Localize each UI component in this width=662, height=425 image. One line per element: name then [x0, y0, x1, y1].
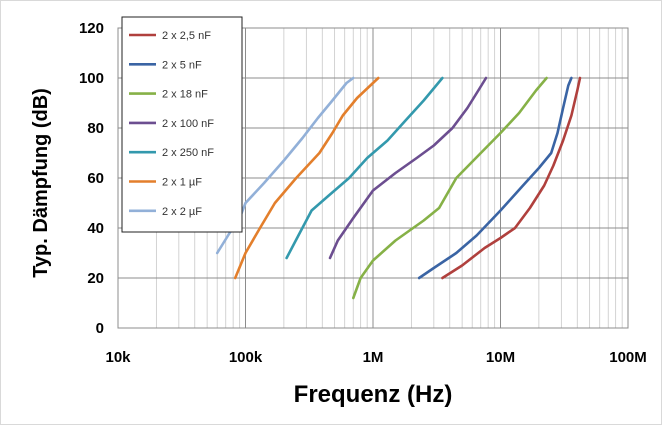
legend-entry-label: 2 x 2 µF: [162, 206, 202, 218]
legend-entry-label: 2 x 2,5 nF: [162, 30, 211, 42]
y-tick-label: 0: [96, 320, 104, 337]
x-tick-label: 10k: [105, 349, 131, 366]
x-tick-label: 100M: [609, 349, 647, 366]
legend-entry-label: 2 x 100 nF: [162, 118, 214, 130]
x-axis-title: Frequenz (Hz): [294, 381, 453, 408]
x-tick-label: 10M: [486, 349, 515, 366]
y-tick-label: 120: [79, 20, 104, 37]
x-tick-label: 1M: [363, 349, 384, 366]
series-line: [441, 76, 582, 280]
axis-labels: 0 20 40 60 80 100 120 10k 100k 1M 10M 100M Frequenz …: [30, 20, 647, 408]
axes: [117, 27, 629, 329]
legend-box: [121, 16, 243, 233]
y-tick-label: 100: [79, 70, 104, 87]
legend-entry-label: 2 x 18 nF: [162, 89, 208, 101]
series-line: [351, 76, 548, 300]
series-line: [328, 76, 488, 260]
legend-entry-label: 2 x 250 nF: [162, 147, 214, 159]
legend: 2 x 2,5 nF 2 x 5 nF 2 x 18 nF 2 x 100 nF 2 x…: [121, 16, 243, 233]
y-tick-label: 20: [87, 270, 104, 287]
y-axis-title: Typ. Dämpfung (dB): [30, 88, 52, 278]
legend-entry-label: 2 x 1 µF: [162, 177, 202, 189]
series-line: [285, 76, 444, 260]
series-lines: [215, 76, 582, 300]
y-tick-label: 60: [87, 170, 104, 187]
y-tick-label: 80: [87, 120, 104, 137]
legend-entry-label: 2 x 5 nF: [162, 59, 202, 71]
plot-area-border: [117, 27, 629, 329]
x-tick-label: 100k: [229, 349, 263, 366]
y-tick-label: 40: [87, 220, 104, 237]
series-line: [417, 76, 573, 280]
series-line: [233, 76, 380, 280]
